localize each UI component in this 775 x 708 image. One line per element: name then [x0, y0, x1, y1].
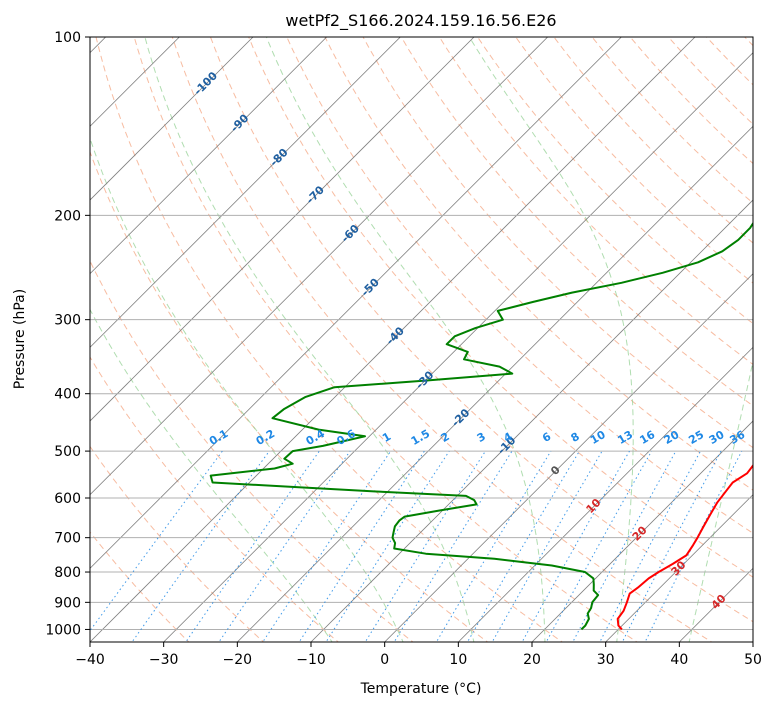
dry-adiabat-line	[90, 259, 414, 642]
x-tick-label: 10	[449, 652, 467, 668]
x-tick-label: 0	[380, 652, 389, 668]
sounding-profiles	[209, 221, 753, 631]
x-axis-title: Temperature (°C)	[360, 681, 482, 697]
chart-title: wetPf2_S166.2024.159.16.56.E26	[285, 11, 556, 31]
x-tick-label: 50	[744, 652, 762, 668]
x-tick-label: −40	[75, 652, 105, 668]
dry-adiabat-line	[90, 150, 489, 642]
isotherm-line	[90, 37, 622, 569]
mixing-ratio-line	[521, 450, 630, 642]
isotherm-line	[90, 37, 254, 201]
y-tick-label: 600	[54, 491, 81, 507]
y-tick-label: 300	[54, 313, 81, 329]
y-tick-label: 400	[54, 387, 81, 403]
mixing-ratio-line	[435, 450, 552, 642]
mixing-ratio-line	[491, 450, 603, 642]
axes: −40 −30 −20 −10 0 10 20 30 40 50 100 200 300 400 500 60…	[45, 30, 762, 668]
y-tick-label: 800	[54, 565, 81, 581]
isotherm-line	[531, 420, 753, 642]
x-tick-label: −30	[149, 652, 179, 668]
isotherm-line	[163, 52, 753, 642]
isotherm-line	[457, 346, 753, 642]
isobar-gridlines	[90, 37, 753, 630]
y-tick-label: 100	[54, 30, 81, 46]
dewpoint-profile	[209, 221, 753, 631]
x-tick-label: 40	[670, 652, 688, 668]
isotherm-line	[236, 125, 753, 642]
x-tick-label: 30	[597, 652, 615, 668]
temperature-profile	[616, 463, 753, 631]
y-tick-label: 1000	[45, 622, 81, 638]
x-tick-label: −10	[296, 652, 326, 668]
mixing-ratio-line	[325, 450, 450, 642]
isotherm-line	[90, 37, 328, 275]
mixing-ratio-line	[218, 450, 351, 642]
y-axis-title: Pressure (hPa)	[12, 289, 28, 389]
x-tick-label: 20	[523, 652, 541, 668]
mixing-ratio-line	[393, 450, 513, 642]
isotherm-line	[310, 199, 753, 642]
x-tick-label: −20	[223, 652, 253, 668]
y-tick-label: 500	[54, 444, 81, 460]
mixing-ratio-line	[262, 450, 392, 642]
isotherm-line	[605, 494, 753, 642]
isotherm-line	[90, 37, 401, 348]
y-tick-label: 900	[54, 595, 81, 611]
mixing-ratio-lines	[90, 450, 743, 642]
mixing-ratio-line	[298, 450, 425, 642]
mixing-ratio-line	[90, 450, 223, 632]
mixing-ratio-line	[466, 450, 580, 642]
isotherm-line	[384, 273, 753, 642]
mixing-ratio-line	[621, 450, 722, 642]
mixing-ratio-line	[644, 450, 743, 642]
y-tick-label: 700	[54, 531, 81, 547]
isotherm-line	[90, 37, 549, 496]
isotherm-line	[90, 37, 475, 422]
isotherm-line	[90, 37, 696, 642]
skewed-isotherms	[90, 37, 753, 642]
y-tick-label: 200	[54, 208, 81, 224]
plot-frame	[89, 36, 754, 643]
